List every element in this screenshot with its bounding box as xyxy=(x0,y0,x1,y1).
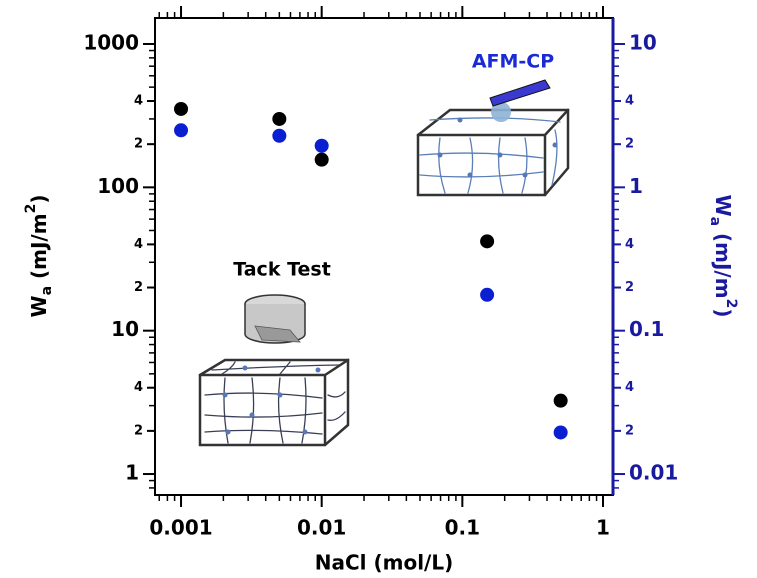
y2-tick-label: 2 xyxy=(625,137,634,152)
data-point xyxy=(314,138,329,153)
y-tick-label: 2 xyxy=(134,423,143,438)
ylabel-part: ) xyxy=(27,195,51,204)
y-tick-label: 2 xyxy=(134,137,143,152)
ylabel-part: a xyxy=(39,286,55,295)
data-point xyxy=(314,152,329,167)
y-tick-label: 4 xyxy=(134,94,143,109)
y2-tick-label: 4 xyxy=(625,237,634,252)
y2-tick-label: 0.01 xyxy=(629,461,678,485)
y2label-part: W xyxy=(712,195,736,217)
y-tick-label: 1000 xyxy=(83,30,139,54)
y2-tick-label: 4 xyxy=(625,380,634,395)
afm-cp-illustration xyxy=(416,79,570,197)
ylabel-part: W xyxy=(27,295,51,317)
x-tick-label: 1 xyxy=(596,516,610,540)
y2-tick-label: 0.1 xyxy=(629,317,664,341)
data-point xyxy=(553,393,568,408)
data-point xyxy=(272,128,287,143)
y2label-part: 2 xyxy=(723,299,739,309)
y2label-part: (mJ/m xyxy=(712,226,736,299)
data-point xyxy=(174,123,189,138)
y-tick-label: 4 xyxy=(134,380,143,395)
data-point xyxy=(480,234,495,249)
y2label-part: ) xyxy=(712,308,736,317)
y-tick-label: 100 xyxy=(97,174,139,198)
data-point xyxy=(553,425,568,440)
y-tick-label: 10 xyxy=(111,317,139,341)
data-point xyxy=(272,111,287,126)
x-axis-label: NaCl (mol/L) xyxy=(315,551,454,575)
ylabel-label: Wa (mJ/m2) xyxy=(23,195,55,318)
y-tick-label: 1 xyxy=(125,461,139,485)
tack-test-illustration xyxy=(198,294,350,447)
data-point xyxy=(480,287,495,302)
x-tick-label: 0.001 xyxy=(149,516,212,540)
annotation: Tack Test xyxy=(233,259,331,281)
annotation: AFM-CP xyxy=(472,51,554,73)
ylabel-part: 2 xyxy=(23,204,39,214)
y2-tick-label: 1 xyxy=(629,174,643,198)
y2-tick-label: 2 xyxy=(625,423,634,438)
y2-tick-label: 10 xyxy=(629,30,657,54)
ylabel-part: (mJ/m xyxy=(27,213,51,286)
y2-tick-label: 2 xyxy=(625,280,634,295)
y2-tick-label: 4 xyxy=(625,94,634,109)
x-tick-label: 0.01 xyxy=(297,516,346,540)
data-point xyxy=(174,101,189,116)
x-tick-label: 0.1 xyxy=(445,516,480,540)
y2label-label: Wa (mJ/m2) xyxy=(707,195,739,318)
y-tick-label: 4 xyxy=(134,237,143,252)
y-tick-label: 2 xyxy=(134,280,143,295)
y2label-part: a xyxy=(707,217,723,226)
